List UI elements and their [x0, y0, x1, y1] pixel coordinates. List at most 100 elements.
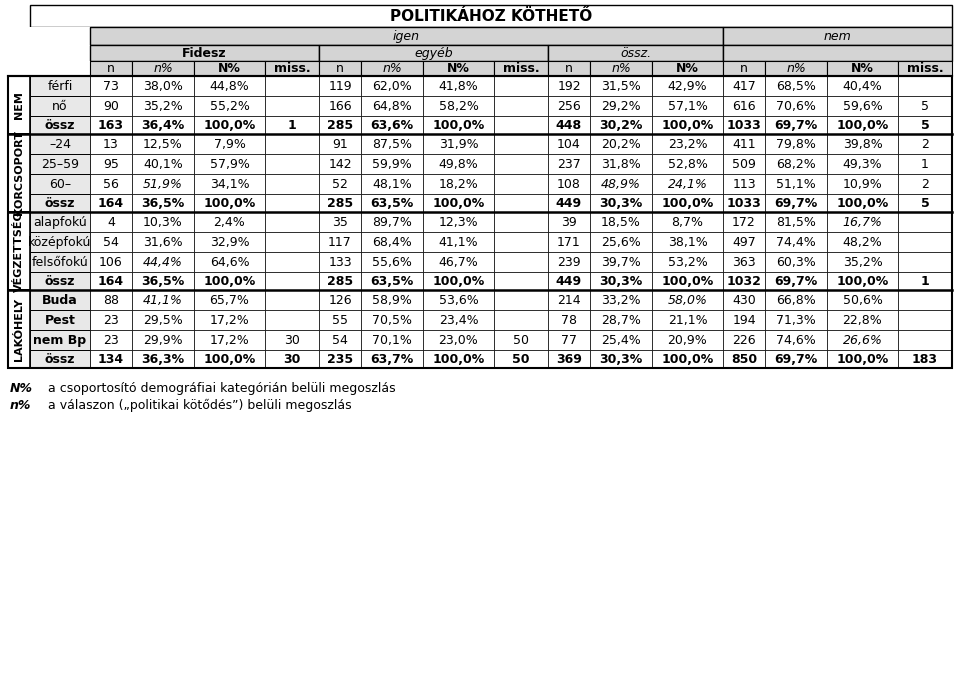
Bar — [494, 174, 548, 194]
Bar — [764, 310, 826, 330]
Text: 40,4%: 40,4% — [842, 79, 881, 92]
Bar — [494, 330, 548, 350]
Bar — [360, 212, 423, 232]
Bar — [723, 154, 764, 174]
Bar — [360, 76, 423, 96]
Bar — [423, 194, 494, 212]
Bar — [764, 76, 826, 96]
Bar — [548, 194, 589, 212]
Bar — [8, 134, 30, 212]
Text: 616: 616 — [731, 99, 755, 112]
Text: 108: 108 — [556, 177, 580, 190]
Text: 90: 90 — [103, 99, 119, 112]
Bar — [30, 330, 90, 350]
Text: 57,1%: 57,1% — [667, 99, 706, 112]
Text: 42,9%: 42,9% — [667, 79, 706, 92]
Bar — [8, 212, 30, 290]
Bar — [194, 252, 264, 272]
Bar — [132, 232, 194, 252]
Text: 13: 13 — [103, 138, 119, 151]
Bar — [90, 27, 723, 45]
Bar — [494, 290, 548, 310]
Text: 106: 106 — [99, 256, 123, 269]
Text: 164: 164 — [98, 197, 124, 210]
Bar — [723, 96, 764, 116]
Text: nő: nő — [52, 99, 67, 112]
Bar — [8, 61, 90, 76]
Bar — [132, 154, 194, 174]
Bar — [360, 194, 423, 212]
Bar — [319, 116, 360, 134]
Bar — [589, 212, 652, 232]
Bar — [423, 212, 494, 232]
Text: 133: 133 — [328, 256, 352, 269]
Text: 36,5%: 36,5% — [141, 275, 185, 288]
Text: 41,1%: 41,1% — [143, 293, 183, 306]
Text: Buda: Buda — [42, 293, 78, 306]
Bar — [494, 252, 548, 272]
Bar — [494, 232, 548, 252]
Bar — [589, 134, 652, 154]
Bar — [548, 272, 589, 290]
Bar — [360, 290, 423, 310]
Bar — [423, 350, 494, 368]
Text: 69,7%: 69,7% — [774, 119, 817, 132]
Bar — [548, 212, 589, 232]
Text: 28,7%: 28,7% — [601, 314, 640, 327]
Text: miss.: miss. — [906, 62, 943, 75]
Text: 49,3%: 49,3% — [842, 158, 881, 171]
Text: 63,5%: 63,5% — [370, 275, 413, 288]
Bar — [30, 174, 90, 194]
Text: n: n — [107, 62, 114, 75]
Bar — [194, 232, 264, 252]
Bar — [132, 310, 194, 330]
Bar — [264, 252, 319, 272]
Text: 285: 285 — [327, 275, 353, 288]
Bar — [548, 310, 589, 330]
Text: 46,7%: 46,7% — [438, 256, 478, 269]
Text: 63,5%: 63,5% — [370, 197, 413, 210]
Text: 78: 78 — [560, 314, 577, 327]
Text: 56: 56 — [103, 177, 119, 190]
Text: 26,6%: 26,6% — [842, 334, 881, 347]
Bar — [423, 272, 494, 290]
Bar — [826, 252, 897, 272]
Bar — [90, 310, 132, 330]
Bar — [589, 350, 652, 368]
Bar — [264, 310, 319, 330]
Bar — [90, 290, 132, 310]
Bar — [90, 61, 132, 76]
Bar — [589, 61, 652, 76]
Bar — [548, 252, 589, 272]
Text: 18,2%: 18,2% — [438, 177, 478, 190]
Bar — [764, 232, 826, 252]
Text: 89,7%: 89,7% — [372, 216, 411, 229]
Bar — [826, 76, 897, 96]
Bar — [132, 330, 194, 350]
Bar — [723, 27, 951, 45]
Text: n%: n% — [785, 62, 805, 75]
Text: 100,0%: 100,0% — [431, 119, 484, 132]
Bar — [589, 116, 652, 134]
Text: –24: –24 — [49, 138, 71, 151]
Text: 214: 214 — [556, 293, 580, 306]
Text: a válaszon („politikai kötődés”) belüli megoszlás: a válaszon („politikai kötődés”) belüli … — [36, 399, 352, 412]
Text: 35,2%: 35,2% — [143, 99, 183, 112]
Text: 163: 163 — [98, 119, 124, 132]
Bar — [90, 134, 132, 154]
Text: 35,2%: 35,2% — [842, 256, 881, 269]
Text: 68,2%: 68,2% — [776, 158, 815, 171]
Text: 44,8%: 44,8% — [209, 79, 249, 92]
Text: 850: 850 — [730, 353, 756, 366]
Bar — [319, 134, 360, 154]
Text: 55,2%: 55,2% — [209, 99, 249, 112]
Bar — [132, 96, 194, 116]
Text: 449: 449 — [555, 275, 581, 288]
Bar — [30, 310, 90, 330]
Bar — [194, 330, 264, 350]
Text: Fidesz: Fidesz — [182, 47, 227, 60]
Bar — [494, 134, 548, 154]
Bar — [132, 134, 194, 154]
Bar — [194, 61, 264, 76]
Text: 5: 5 — [920, 197, 928, 210]
